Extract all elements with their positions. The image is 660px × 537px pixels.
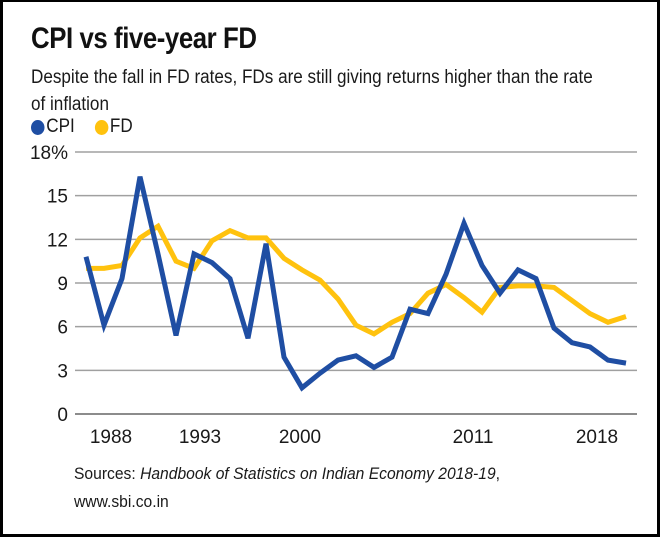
legend: CPI FD <box>31 116 153 138</box>
source-note: Sources: Handbook of Statistics on India… <box>74 460 500 516</box>
legend-label-cpi: CPI <box>46 116 75 137</box>
chart-title: CPI vs five-year FD <box>31 22 257 55</box>
x-tick-label: 2018 <box>576 427 618 448</box>
source-suffix: , <box>495 464 501 483</box>
y-axis-ticks: 0 3 6 9 12 15 18% <box>30 143 68 426</box>
y-tick-label: 18% <box>30 143 68 164</box>
x-axis-ticks: 1988 1993 2000 2011 2018 <box>90 427 618 448</box>
chart-subtitle: Despite the fall in FD rates, FDs are st… <box>31 67 593 115</box>
y-tick-label: 15 <box>47 187 68 208</box>
legend-label-fd: FD <box>109 116 133 137</box>
source-prefix: Sources: <box>74 464 141 483</box>
source-url: www.sbi.co.in <box>74 492 169 511</box>
x-tick-label: 2011 <box>453 427 494 448</box>
series-lines <box>83 176 627 392</box>
x-tick-label: 2000 <box>279 427 321 448</box>
legend-item-cpi: CPI <box>31 116 75 138</box>
y-tick-label: 9 <box>57 274 68 295</box>
gridlines <box>75 151 637 415</box>
y-tick-label: 3 <box>57 361 68 382</box>
legend-swatch-cpi <box>31 119 45 135</box>
legend-swatch-fd <box>94 119 109 135</box>
y-tick-label: 0 <box>57 405 68 426</box>
y-tick-label: 6 <box>57 318 68 339</box>
source-title: Handbook of Statistics on Indian Economy… <box>140 464 496 483</box>
x-tick-label: 1988 <box>90 427 132 448</box>
legend-item-fd: FD <box>94 116 133 138</box>
x-tick-label: 1993 <box>179 427 221 448</box>
series-line-fd <box>86 222 627 337</box>
y-tick-label: 12 <box>47 230 68 251</box>
